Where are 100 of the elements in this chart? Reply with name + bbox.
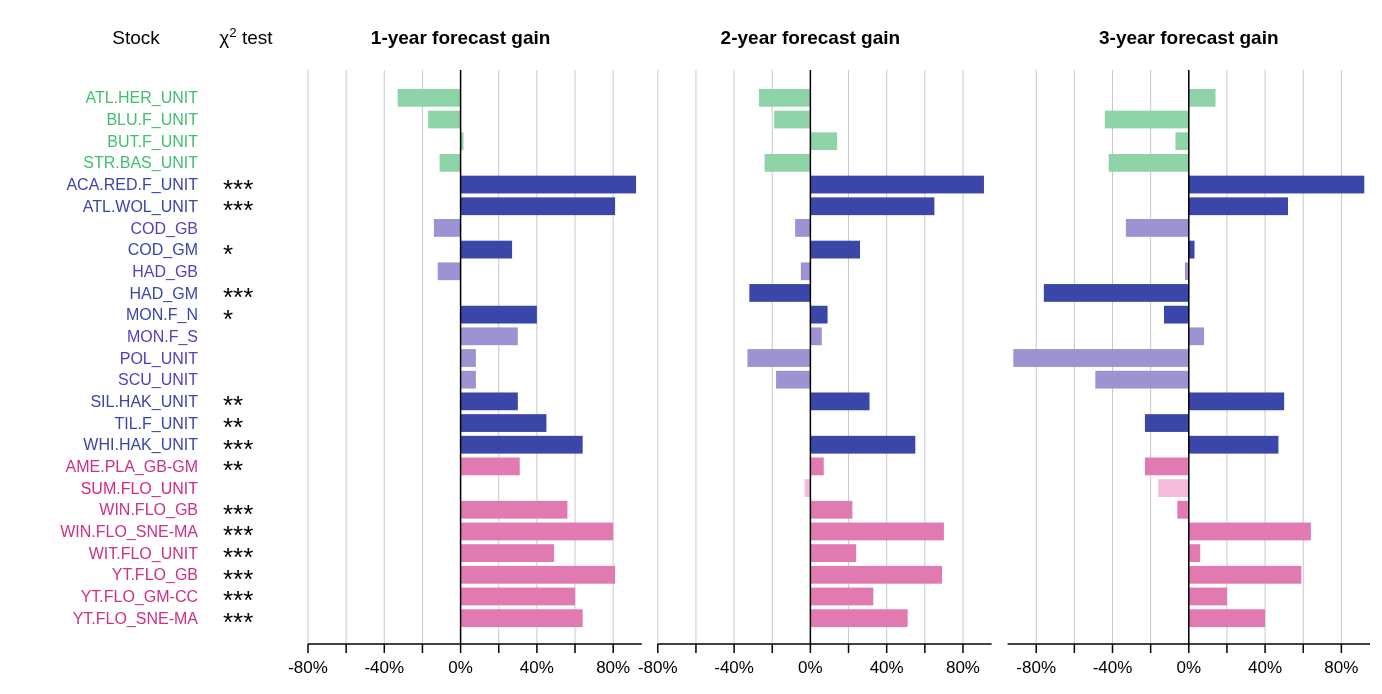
y-tick-label: YT.FLO_GB [111, 566, 198, 585]
x-tick-label: 0% [1176, 658, 1202, 677]
bar [810, 197, 935, 216]
bar [1158, 479, 1189, 497]
bar [439, 153, 461, 172]
bar [460, 435, 583, 454]
bar [810, 500, 853, 519]
y-tick-label: AME.PLA_GB-GM [65, 458, 198, 476]
y-tick-label: BUT.F_UNIT [107, 132, 199, 151]
bar [1188, 197, 1288, 216]
y-tick-label: HAD_GB [132, 262, 198, 281]
bar [460, 522, 614, 541]
bar [1043, 284, 1189, 302]
bar [437, 262, 461, 281]
x-tick-label: -80% [637, 658, 678, 677]
bar [460, 457, 520, 476]
bar [1164, 305, 1189, 324]
bar [460, 587, 576, 606]
text: * [223, 238, 234, 269]
y-tick-label: COD_GB [130, 219, 198, 238]
bar [1144, 457, 1189, 476]
bar [1108, 153, 1189, 172]
bar [460, 544, 555, 563]
y-tick-label: STR.BAS_UNIT [83, 154, 199, 173]
bar [460, 370, 476, 389]
bar [1188, 175, 1365, 194]
bar [1188, 88, 1216, 107]
bar [810, 392, 870, 411]
bar [1188, 609, 1266, 628]
x-tick-label: 0% [798, 658, 823, 677]
bar [460, 305, 537, 324]
y-tick-label: WIN.FLO_SNE-MA [60, 523, 199, 542]
bar [460, 500, 568, 519]
y-tick-label: YT.FLO_GM-CC [80, 588, 198, 607]
y-tick-label: BLU.F_UNIT [106, 111, 199, 130]
bar [1013, 349, 1189, 367]
bar [747, 349, 811, 367]
bar [460, 392, 518, 411]
text: χ$^{2}$ test [219, 24, 274, 48]
bar [460, 175, 637, 194]
y-tick-label: ACA.RED.F_UNIT [66, 176, 199, 195]
bar [1104, 110, 1189, 129]
y-tick-label: POL_UNIT [119, 349, 199, 368]
bar [758, 88, 811, 107]
bar [764, 153, 811, 172]
x-tick-label: -40% [714, 658, 754, 677]
bar [810, 435, 916, 454]
bar [1144, 414, 1189, 432]
bar [1188, 587, 1227, 606]
bar [460, 609, 583, 628]
bar [810, 240, 860, 259]
bar [1188, 435, 1279, 454]
bar [460, 349, 476, 367]
x-tick-label: -40% [1092, 658, 1133, 677]
bar [397, 88, 461, 107]
bar [433, 219, 461, 237]
chart-title: 3-year forecast gain [1099, 27, 1279, 48]
bar [810, 175, 984, 194]
y-tick-label: ATL.WOL_UNIT [82, 197, 199, 216]
y-tick-label: HAD_GM [129, 284, 198, 303]
bar [810, 327, 822, 346]
bar [1188, 565, 1302, 584]
x-tick-label: -80% [1016, 658, 1057, 677]
bar [460, 414, 547, 432]
x-tick-label: 40% [519, 658, 554, 677]
bar [749, 284, 811, 302]
x-tick-label: 80% [1324, 658, 1359, 677]
bar [1125, 219, 1189, 237]
bar [810, 522, 944, 541]
bar [1175, 132, 1189, 151]
bar [810, 132, 838, 151]
y-tick-label: MON.F_N [126, 306, 198, 325]
bar [810, 565, 942, 584]
bar [1188, 327, 1205, 346]
y-tick-label: TIL.F_UNIT [114, 414, 199, 433]
y-tick-label: SUM.FLO_UNIT [80, 479, 199, 498]
x-tick-label: -80% [288, 658, 328, 677]
x-tick-label: 40% [1248, 658, 1283, 677]
y-tick-label: WIT.FLO_UNIT [88, 544, 199, 563]
bar [428, 110, 461, 129]
bar [810, 305, 828, 324]
text: * [223, 303, 234, 334]
bar [460, 565, 616, 584]
bar [774, 110, 811, 129]
bar [1095, 370, 1189, 389]
y-tick-label: SIL.HAK_UNIT [90, 392, 199, 411]
x-tick-label: 40% [869, 658, 904, 677]
bar [810, 544, 857, 563]
y-tick-label: MON.F_S [126, 327, 198, 346]
chart-title: 2-year forecast gain [720, 27, 901, 48]
x-tick-label: -40% [364, 658, 405, 677]
bar [810, 587, 874, 606]
bar [460, 197, 616, 216]
bar [776, 370, 811, 389]
bar [460, 327, 518, 346]
y-tick-label: YT.FLO_SNE-MA [72, 609, 199, 628]
x-tick-label: 0% [448, 658, 473, 677]
bar [810, 457, 824, 476]
bar [1188, 522, 1311, 541]
x-tick-label: 80% [945, 658, 980, 677]
